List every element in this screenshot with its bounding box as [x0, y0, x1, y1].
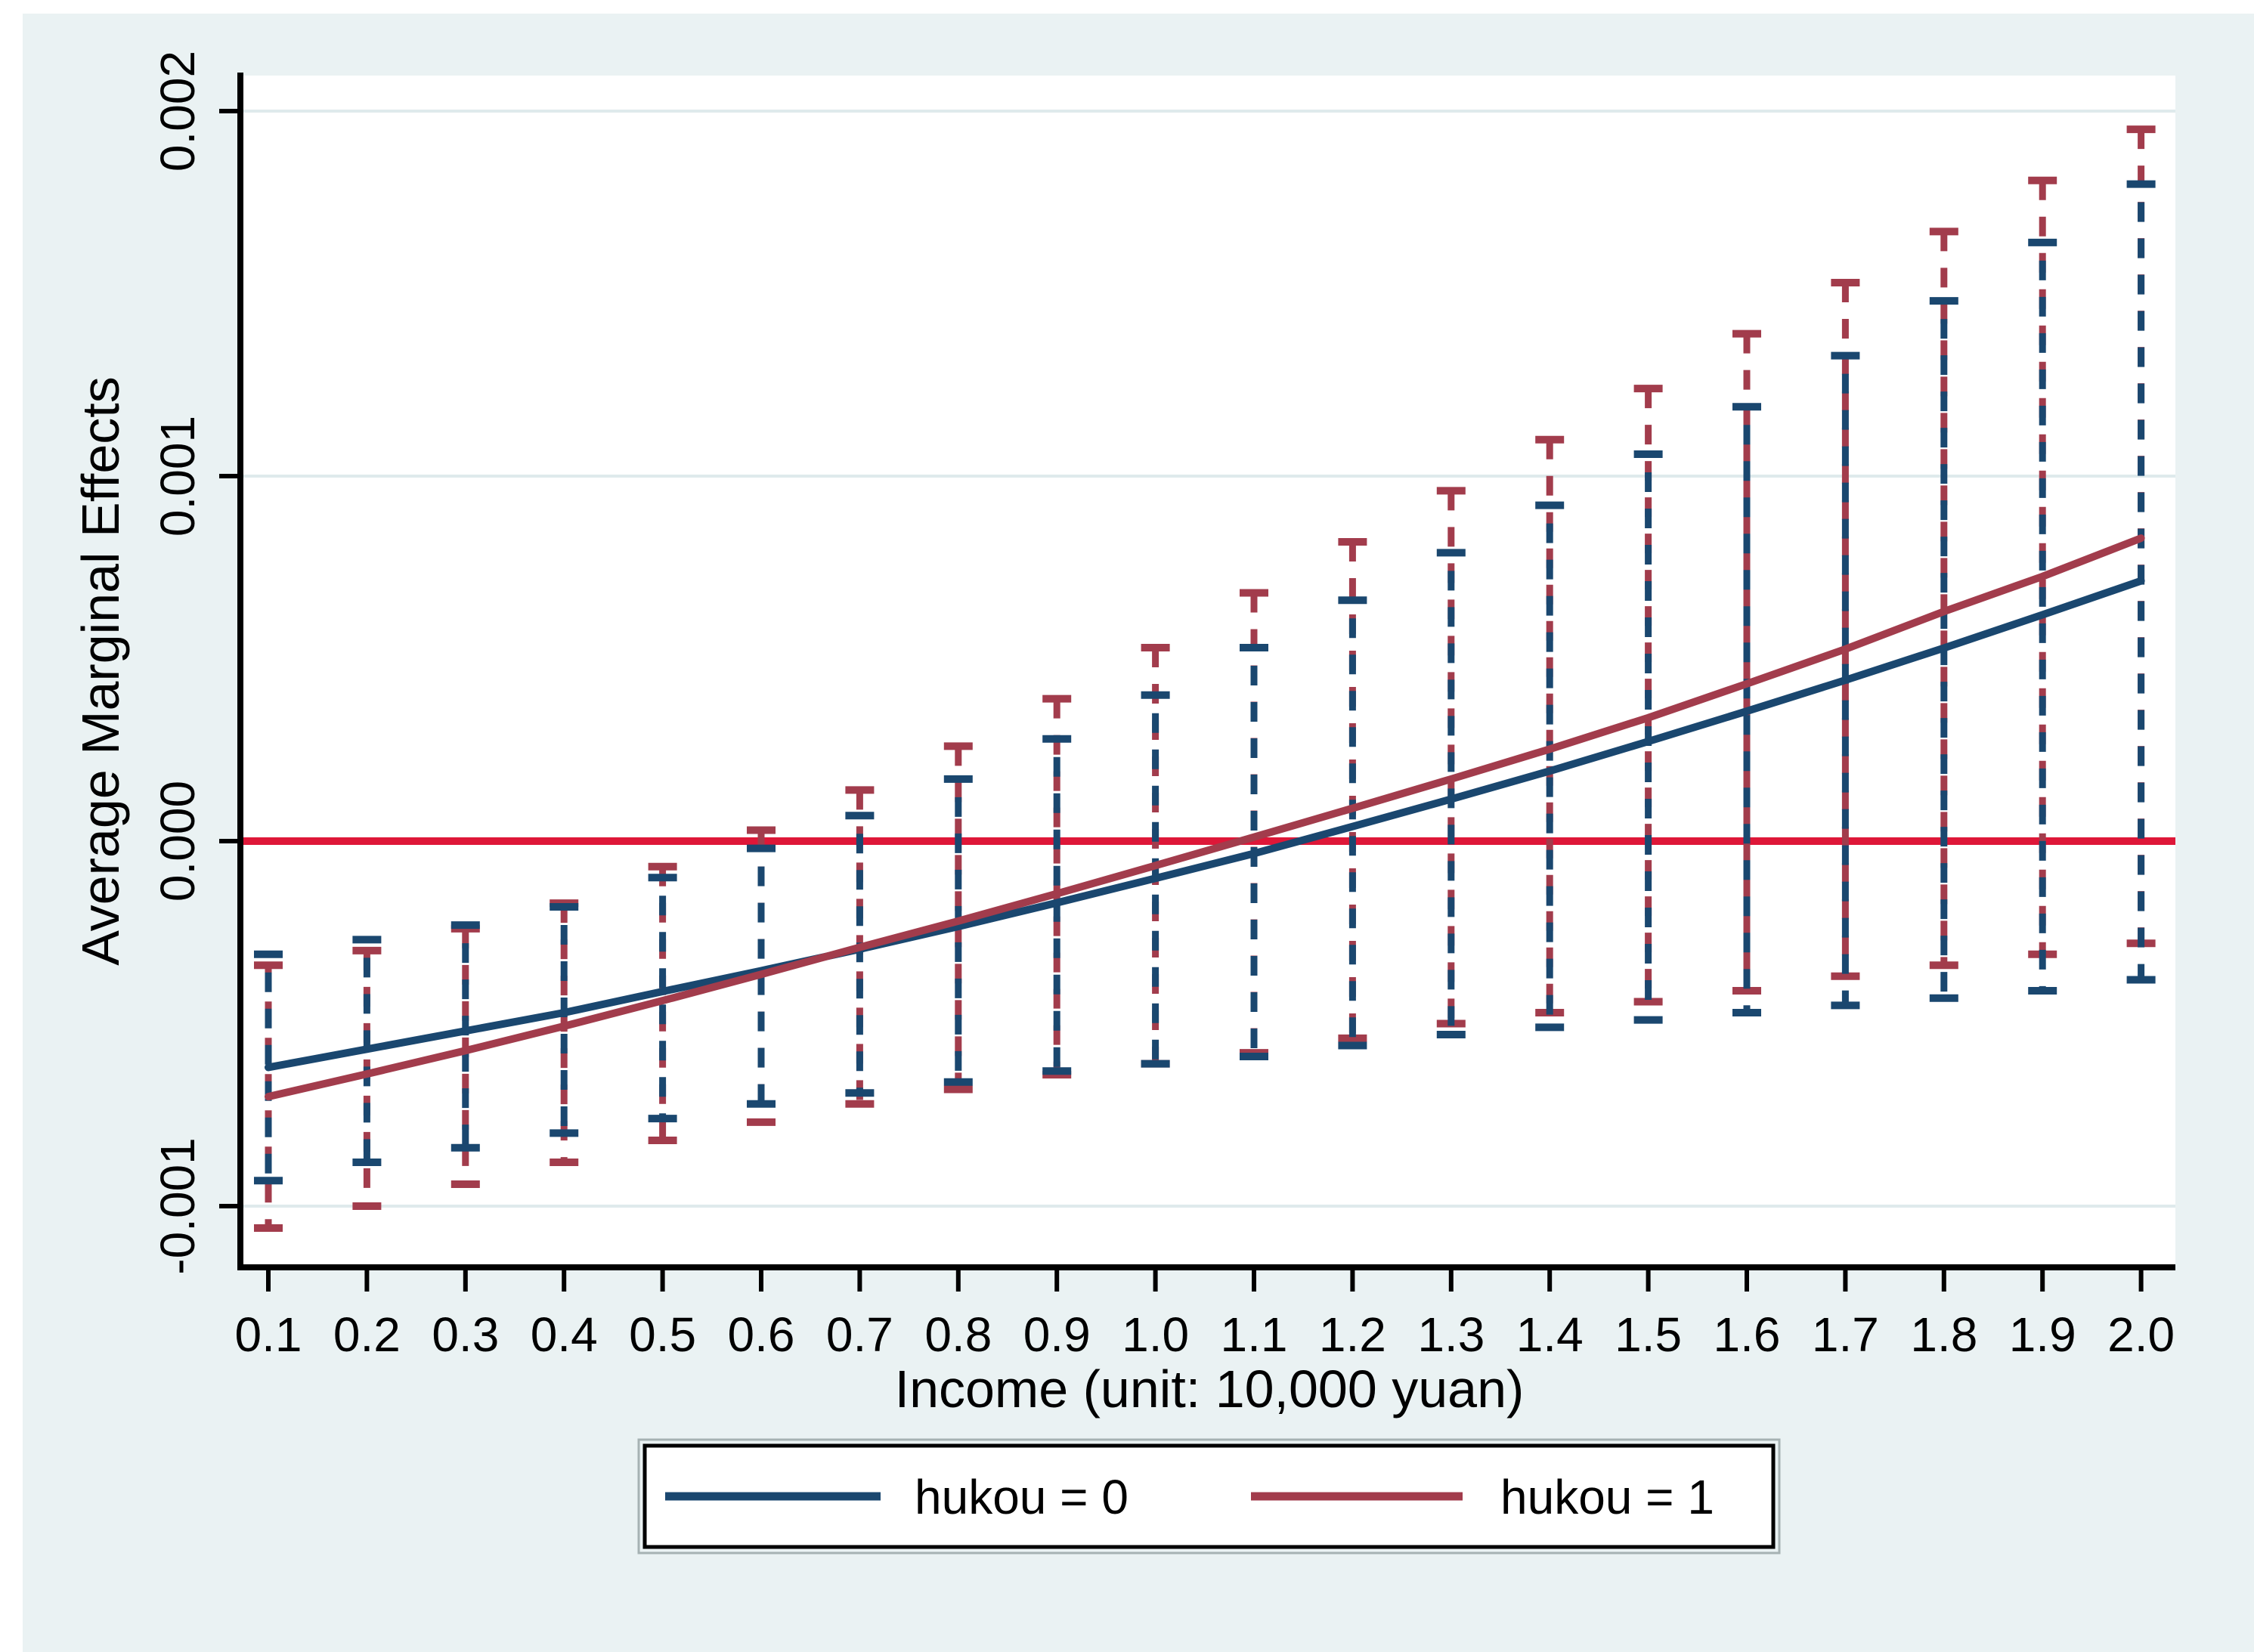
- x-tick-label: 1.2: [1319, 1307, 1386, 1362]
- x-tick-label: 0.7: [826, 1307, 893, 1362]
- y-tick-label: 0.002: [150, 51, 205, 172]
- y-tick-label: -0.001: [150, 1137, 205, 1274]
- x-tick-label: 1.7: [1812, 1307, 1879, 1362]
- legend-label-hukou1: hukou = 1: [1500, 1470, 1714, 1524]
- x-tick-label: 0.6: [728, 1307, 795, 1362]
- graph-region: 0.002 0.001 0.000 -0.001 0.1 0.2 0.3 0.4 0.5 0.6 0…: [23, 14, 2254, 1652]
- y-tick-label: 0.000: [150, 781, 205, 902]
- series-lines: [265, 534, 2145, 1101]
- plot-area: [243, 76, 2175, 1267]
- x-tick-label: 1.9: [2009, 1307, 2076, 1362]
- x-tick-label: 0.4: [531, 1307, 598, 1362]
- legend-outer-edge: [637, 1438, 1781, 1555]
- x-tick-label: 0.3: [432, 1307, 499, 1362]
- series-line-hukou0: [265, 577, 2145, 1072]
- x-tick-label: 2.0: [2107, 1307, 2175, 1362]
- x-tick-label: 0.8: [924, 1307, 992, 1362]
- x-axis-title: Income (unit: 10,000 yuan): [895, 1360, 1525, 1418]
- y-axis-title: Average Marginal Effects: [71, 376, 130, 966]
- x-tick-label: 1.6: [1714, 1307, 1781, 1362]
- axes: [237, 73, 2175, 1270]
- x-tick-label: 1.5: [1615, 1307, 1682, 1362]
- legend-label-hukou0: hukou = 0: [915, 1470, 1129, 1524]
- tick-marks: [219, 109, 2144, 1292]
- x-tick-label: 1.0: [1122, 1307, 1189, 1362]
- x-tick-label: 1.4: [1516, 1307, 1584, 1362]
- x-tick-label: 0.2: [333, 1307, 401, 1362]
- x-tick-label: 0.9: [1023, 1307, 1091, 1362]
- x-tick-label: 0.1: [235, 1307, 302, 1362]
- x-tick-label: 1.1: [1221, 1307, 1288, 1362]
- x-tick-label: 0.5: [629, 1307, 696, 1362]
- axis-tick-labels: 0.002 0.001 0.000 -0.001 0.1 0.2 0.3 0.4 0.5 0.6 0…: [150, 51, 2175, 1362]
- series-line-hukou1: [265, 534, 2145, 1101]
- x-tick-label: 1.8: [1910, 1307, 1977, 1362]
- legend: hukou = 0 hukou = 1: [637, 1438, 1781, 1555]
- x-tick-label: 1.3: [1417, 1307, 1485, 1362]
- y-tick-label: 0.001: [150, 416, 205, 537]
